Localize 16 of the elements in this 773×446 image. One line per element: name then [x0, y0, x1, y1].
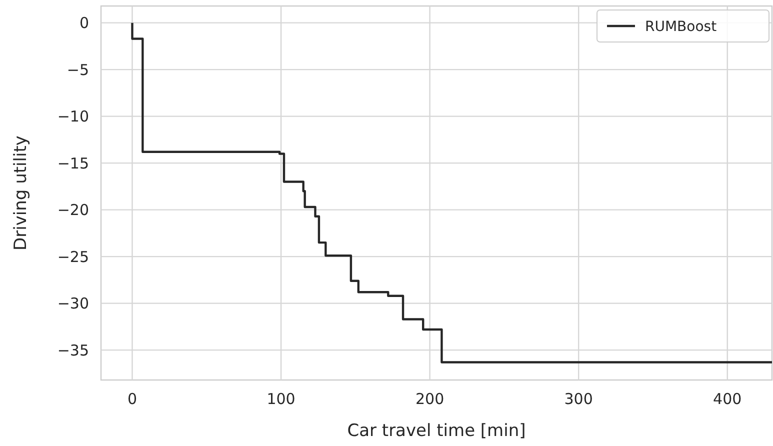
y-tick-label: −5 [66, 60, 89, 79]
x-axis-title: Car travel time [min] [347, 421, 526, 441]
y-tick-label: −35 [57, 341, 89, 360]
y-tick-label: −15 [57, 154, 89, 172]
x-tick-label: 300 [564, 390, 593, 408]
y-tick-label: 0 [79, 14, 89, 32]
x-tick-label: 100 [266, 390, 296, 408]
y-tick-label: −30 [57, 294, 89, 313]
y-axis-title: Driving utility [11, 136, 31, 250]
y-tick-label: −20 [57, 201, 89, 220]
x-tick-label: 400 [713, 390, 742, 408]
x-tick-label: 0 [127, 390, 138, 408]
y-tick-label: −25 [57, 248, 89, 266]
legend-label: RUMBoost [645, 18, 718, 35]
x-tick-label: 200 [415, 390, 444, 408]
y-tick-label: −10 [57, 108, 89, 126]
